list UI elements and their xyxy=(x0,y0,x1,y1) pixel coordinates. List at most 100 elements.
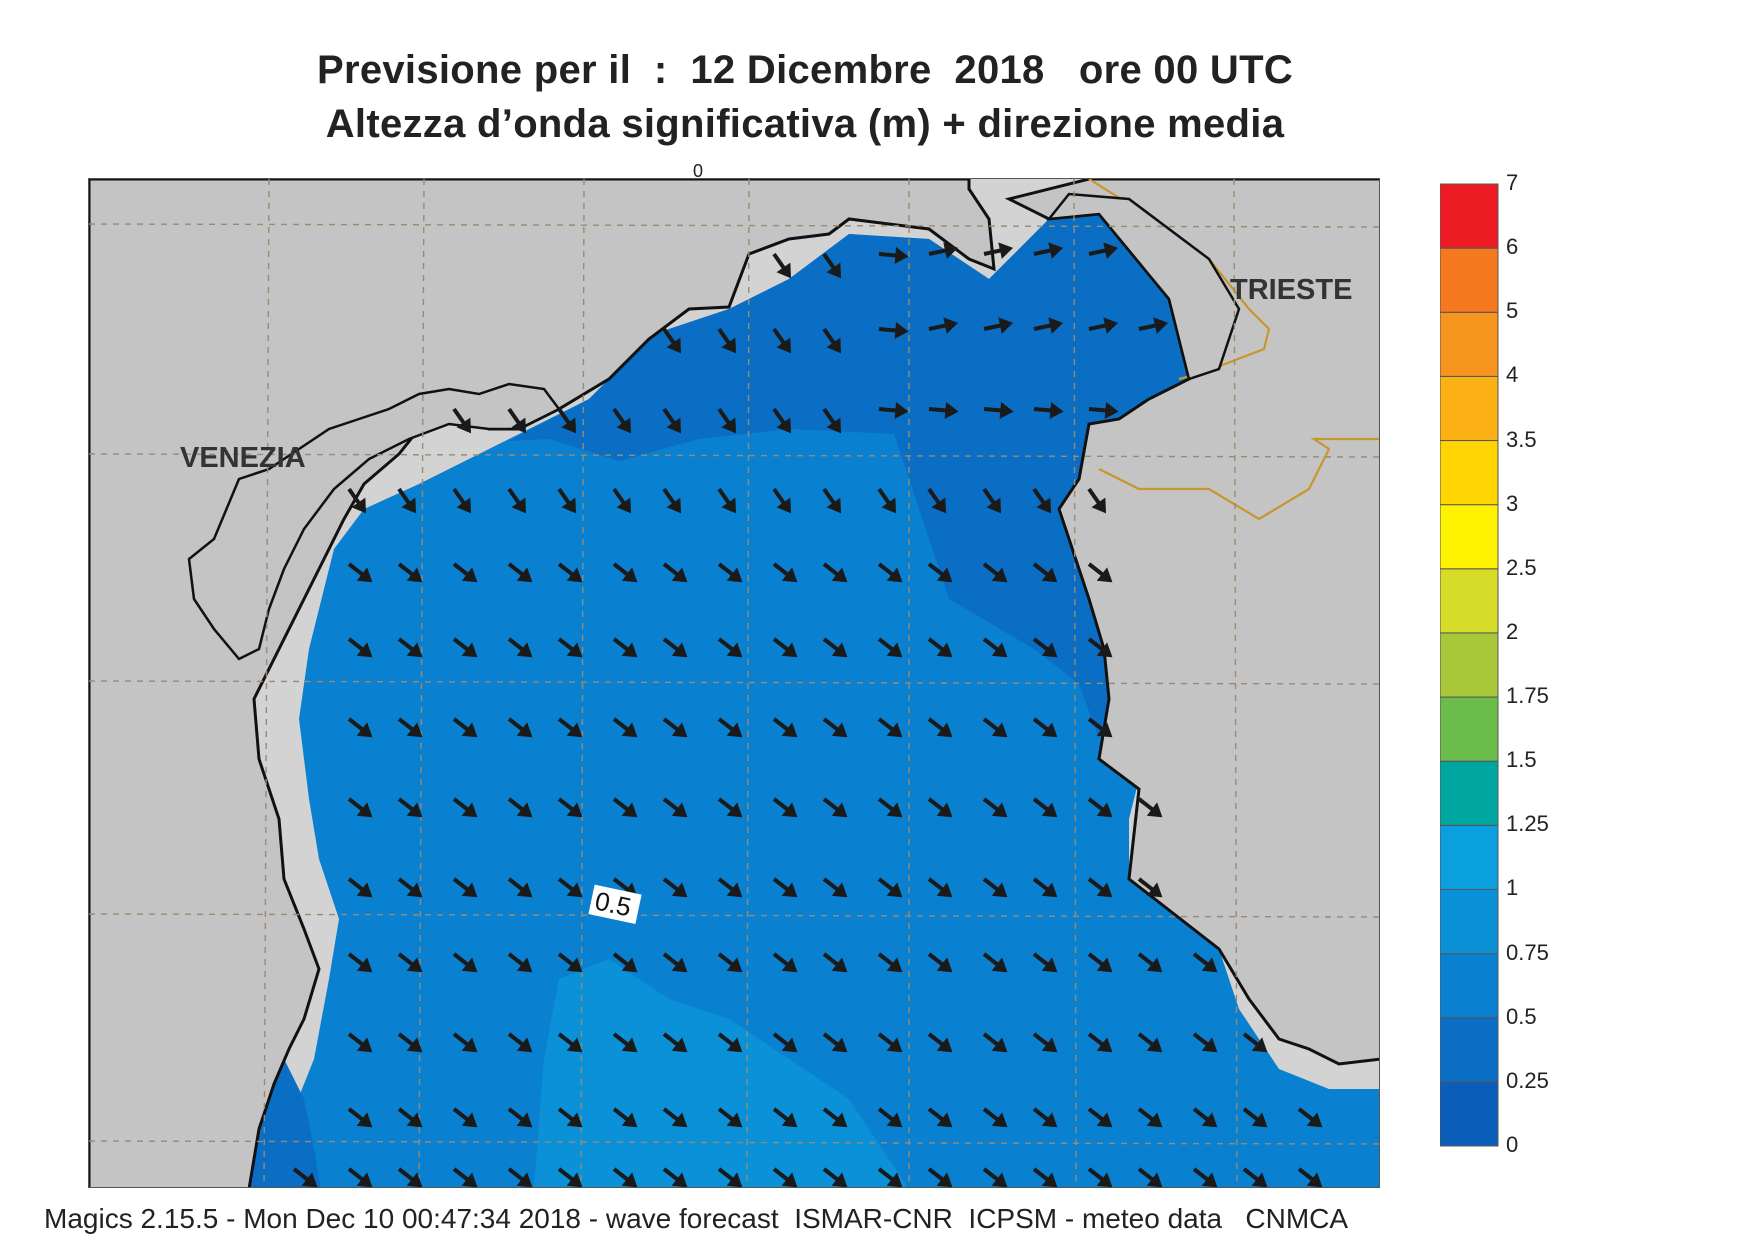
wave-arrow-head xyxy=(666,337,682,354)
wave-arrow-head xyxy=(671,567,688,583)
wave-arrow-head xyxy=(461,882,478,898)
city-label-venezia: VENEZIA xyxy=(180,442,306,474)
wave-arrow-head xyxy=(616,497,632,514)
wave-arrow-head xyxy=(406,1172,423,1187)
wave-arrow-head xyxy=(776,262,792,279)
wave-arrow-head xyxy=(1096,567,1113,583)
wave-arrow-head xyxy=(511,417,527,434)
wave-arrow-head xyxy=(831,642,848,658)
wave-arrow-head xyxy=(621,722,638,738)
wave-arrow-head xyxy=(1041,957,1058,973)
wave-arrow-head xyxy=(781,1037,798,1053)
wave-arrow-head xyxy=(621,957,638,973)
wave-arrow-head xyxy=(1049,402,1064,419)
wave-arrow-head xyxy=(1146,882,1163,898)
color-legend xyxy=(1440,183,1499,1147)
wave-arrow-head xyxy=(781,642,798,658)
wave-arrow-head xyxy=(516,1037,533,1053)
wave-arrow-head xyxy=(1041,567,1058,583)
wave-arrow-head xyxy=(998,317,1014,334)
legend-box xyxy=(1440,760,1499,826)
wave-arrow-head xyxy=(406,802,423,818)
wave-arrow-head xyxy=(831,882,848,898)
wave-arrow-head xyxy=(1048,317,1064,334)
wave-arrow-head xyxy=(1103,317,1119,334)
land-east-gulf xyxy=(1046,192,1241,381)
wave-arrow-head xyxy=(831,1112,848,1128)
wave-arrow-head xyxy=(776,337,792,354)
wave-arrow-head xyxy=(406,957,423,973)
legend-tick-label: 0.75 xyxy=(1506,939,1549,965)
wave-arrow-head xyxy=(566,567,583,583)
wave-arrow-head xyxy=(826,417,842,434)
wave-arrow-head xyxy=(516,957,533,973)
legend-tick-label: 0.25 xyxy=(1506,1067,1549,1093)
wave-arrow-head xyxy=(621,1112,638,1128)
wave-arrow-head xyxy=(831,802,848,818)
wave-arrow-head xyxy=(726,722,743,738)
wave-arrow-head xyxy=(406,1037,423,1053)
wave-arrow-head xyxy=(566,1172,583,1187)
wave-arrow-head xyxy=(461,957,478,973)
wave-arrow-head xyxy=(1103,242,1119,259)
map-subtitle: Altezza d’onda significativa (m) + direz… xyxy=(325,102,1285,146)
wave-arrow-head xyxy=(301,1172,318,1187)
wave-arrow-head xyxy=(456,417,472,434)
wave-arrow-head xyxy=(936,1037,953,1053)
sea-band-high-south xyxy=(534,959,908,1187)
legend-box xyxy=(1440,1081,1499,1147)
wave-arrow-head xyxy=(356,1037,373,1053)
wave-arrow-head xyxy=(516,1172,533,1187)
wave-arrow-head xyxy=(511,497,527,514)
wave-arrow-head xyxy=(1146,802,1163,818)
wave-arrow-head xyxy=(356,802,373,818)
wave-arrow-head xyxy=(566,1037,583,1053)
wave-arrow-head xyxy=(351,497,367,514)
wave-arrow-head xyxy=(566,882,583,898)
wave-arrow-head xyxy=(991,722,1008,738)
legend-tick-label: 1.5 xyxy=(1506,747,1537,773)
wave-arrow-head xyxy=(886,722,903,738)
legend-tick-label: 1.25 xyxy=(1506,811,1549,837)
wave-arrow-head xyxy=(1091,497,1107,514)
wave-arrow-head xyxy=(671,642,688,658)
wave-arrow-head xyxy=(1041,882,1058,898)
legend-tick-label: 3 xyxy=(1506,490,1519,516)
wave-arrow-head xyxy=(516,882,533,898)
legend-box xyxy=(1440,311,1499,377)
wave-arrow-head xyxy=(781,1172,798,1187)
legend-box xyxy=(1440,1017,1499,1083)
wave-arrow-head xyxy=(991,1172,1008,1187)
legend-tick-label: 1 xyxy=(1506,875,1519,901)
wave-arrow-head xyxy=(666,497,682,514)
wave-arrow-head xyxy=(1096,1172,1113,1187)
wave-arrow-head xyxy=(726,1037,743,1053)
wave-arrow-head xyxy=(831,1037,848,1053)
wave-arrow-head xyxy=(356,1112,373,1128)
wave-arrow-head xyxy=(991,1112,1008,1128)
wave-arrow-head xyxy=(461,1172,478,1187)
legend-box xyxy=(1440,824,1499,890)
wave-arrow-head xyxy=(1201,1112,1218,1128)
wave-arrow-head xyxy=(726,1112,743,1128)
wave-arrow-head xyxy=(1146,957,1163,973)
wave-arrow-head xyxy=(1096,1112,1113,1128)
legend-tick-label: 2 xyxy=(1506,618,1519,644)
wave-arrow-head xyxy=(726,802,743,818)
wave-arrow-head xyxy=(356,642,373,658)
wave-arrow-head xyxy=(936,957,953,973)
wave-arrow-head xyxy=(831,1172,848,1187)
legend-box xyxy=(1440,568,1499,634)
wave-arrow-head xyxy=(671,882,688,898)
wave-arrow-head xyxy=(516,802,533,818)
graticule xyxy=(89,179,1379,1187)
wave-arrow-head xyxy=(726,957,743,973)
wave-arrow-head xyxy=(356,882,373,898)
wave-arrow-head xyxy=(991,1037,1008,1053)
legend-box xyxy=(1440,247,1499,313)
wave-arrow-head xyxy=(666,417,682,434)
wave-arrow-head xyxy=(886,1037,903,1053)
wave-arrow-head xyxy=(456,497,472,514)
wave-arrow-head xyxy=(936,802,953,818)
legend-tick-label: 4 xyxy=(1506,362,1519,388)
